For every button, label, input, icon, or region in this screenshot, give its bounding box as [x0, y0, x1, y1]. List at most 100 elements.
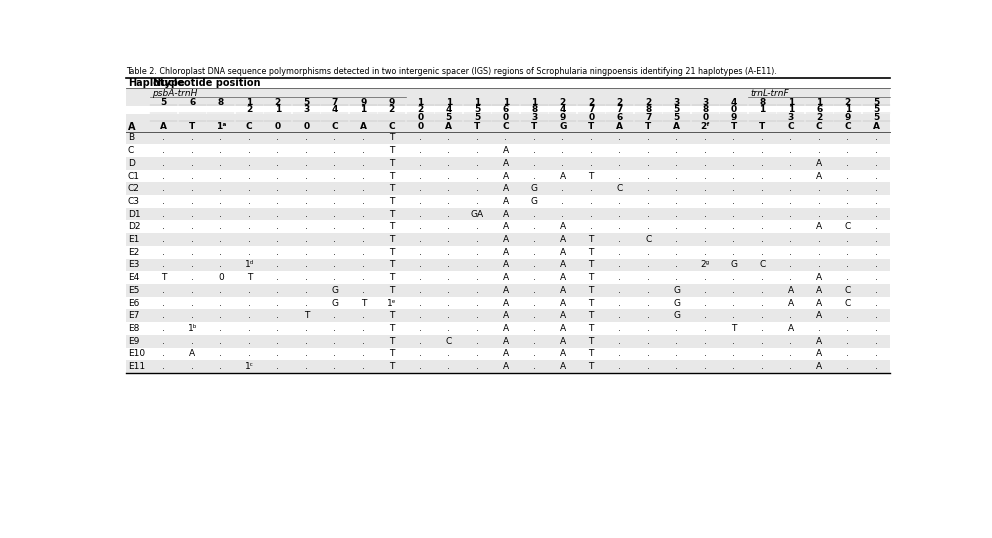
Text: .: . — [761, 362, 764, 371]
Text: .: . — [875, 260, 878, 270]
Text: .: . — [846, 133, 849, 143]
Text: A: A — [503, 286, 509, 295]
Text: .: . — [190, 133, 193, 143]
Text: .: . — [248, 349, 251, 358]
Text: T: T — [389, 312, 395, 320]
Text: .: . — [447, 362, 450, 371]
Text: 0: 0 — [731, 105, 737, 115]
Text: .: . — [790, 362, 793, 371]
Text: .: . — [703, 146, 706, 155]
Text: T: T — [389, 222, 395, 231]
Text: .: . — [676, 172, 679, 181]
Text: A: A — [788, 299, 794, 308]
Text: .: . — [846, 324, 849, 333]
Text: 2: 2 — [559, 98, 565, 107]
Text: .: . — [817, 247, 820, 257]
Bar — [126, 114, 891, 122]
Text: .: . — [190, 312, 193, 320]
Text: .: . — [190, 184, 193, 193]
Text: .: . — [476, 362, 479, 371]
Text: T: T — [389, 197, 395, 206]
Text: .: . — [761, 184, 764, 193]
Text: A: A — [816, 159, 822, 168]
Text: .: . — [277, 210, 279, 218]
Text: 4: 4 — [559, 105, 566, 115]
Text: .: . — [676, 133, 679, 143]
Text: T: T — [389, 362, 395, 371]
Text: .: . — [248, 197, 251, 206]
Text: A: A — [161, 122, 168, 131]
Text: A: A — [559, 273, 565, 282]
Text: .: . — [533, 133, 536, 143]
Text: .: . — [618, 197, 621, 206]
Text: .: . — [676, 235, 679, 244]
Text: 0: 0 — [503, 113, 509, 122]
Text: B: B — [128, 133, 134, 143]
Text: .: . — [647, 197, 650, 206]
Text: C1: C1 — [128, 172, 140, 181]
Text: 1ᵃ: 1ᵃ — [215, 122, 226, 131]
Text: .: . — [305, 349, 308, 358]
Text: .: . — [362, 235, 365, 244]
Text: C: C — [844, 299, 851, 308]
Text: T: T — [588, 312, 594, 320]
Text: A: A — [816, 286, 822, 295]
Text: .: . — [419, 337, 422, 346]
Text: C3: C3 — [128, 197, 140, 206]
Text: .: . — [419, 312, 422, 320]
Bar — [126, 106, 891, 114]
Text: .: . — [219, 260, 222, 270]
Text: .: . — [219, 286, 222, 295]
Text: Haplotype: Haplotype — [128, 78, 185, 88]
Text: A: A — [559, 222, 565, 231]
Text: .: . — [875, 312, 878, 320]
Text: .: . — [219, 337, 222, 346]
Text: .: . — [277, 197, 279, 206]
Text: .: . — [219, 235, 222, 244]
Text: .: . — [590, 210, 592, 218]
Text: 9: 9 — [360, 98, 366, 107]
Text: E7: E7 — [128, 312, 139, 320]
Text: 2: 2 — [588, 98, 594, 107]
Text: .: . — [476, 133, 479, 143]
Text: .: . — [846, 210, 849, 218]
Text: .: . — [790, 197, 793, 206]
Text: G: G — [331, 286, 338, 295]
Text: .: . — [362, 159, 365, 168]
Text: .: . — [419, 222, 422, 231]
Text: .: . — [190, 222, 193, 231]
Text: .: . — [219, 133, 222, 143]
Text: .: . — [790, 247, 793, 257]
Text: .: . — [676, 324, 679, 333]
Text: 5: 5 — [445, 113, 452, 122]
Text: A: A — [503, 260, 509, 270]
Text: A: A — [559, 362, 565, 371]
Text: 0: 0 — [275, 122, 281, 131]
Text: .: . — [447, 184, 450, 193]
Bar — [126, 297, 891, 309]
Text: .: . — [305, 184, 308, 193]
Bar — [126, 221, 891, 233]
Text: .: . — [305, 210, 308, 218]
Text: .: . — [533, 273, 536, 282]
Text: .: . — [676, 247, 679, 257]
Text: A: A — [503, 146, 509, 155]
Text: A: A — [503, 210, 509, 218]
Text: .: . — [333, 324, 336, 333]
Text: .: . — [305, 260, 308, 270]
Text: .: . — [846, 159, 849, 168]
Text: A: A — [503, 247, 509, 257]
Text: .: . — [219, 324, 222, 333]
Text: .: . — [333, 172, 336, 181]
Text: .: . — [647, 247, 650, 257]
Text: .: . — [790, 273, 793, 282]
Text: 2: 2 — [844, 98, 851, 107]
Text: .: . — [190, 260, 193, 270]
Text: .: . — [732, 349, 735, 358]
Text: .: . — [790, 146, 793, 155]
Text: .: . — [703, 184, 706, 193]
Text: T: T — [389, 247, 395, 257]
Text: .: . — [703, 172, 706, 181]
Text: 5: 5 — [873, 98, 879, 107]
Text: 8: 8 — [759, 98, 766, 107]
